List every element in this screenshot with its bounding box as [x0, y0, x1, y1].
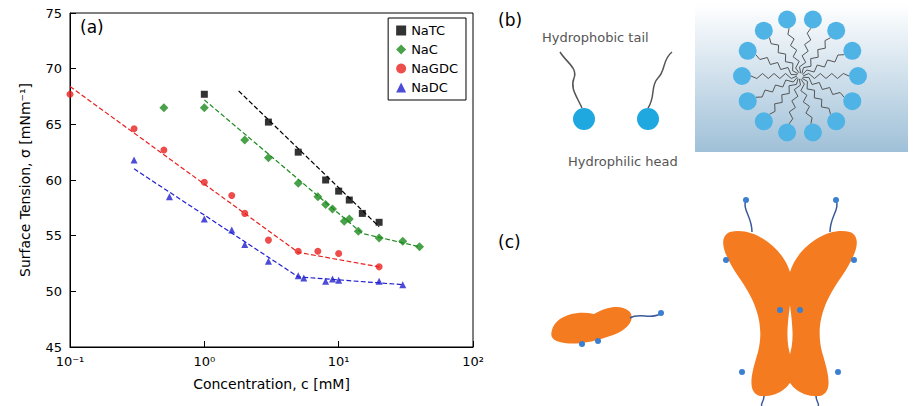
svg-text:NaGDC: NaGDC — [411, 61, 458, 76]
svg-text:Hydrophobic tail: Hydrophobic tail — [542, 30, 649, 45]
svg-text:10¹: 10¹ — [328, 354, 350, 369]
svg-text:10²: 10² — [462, 354, 484, 369]
svg-text:55: 55 — [45, 228, 62, 243]
svg-text:NaC: NaC — [411, 42, 438, 57]
svg-text:10⁻¹: 10⁻¹ — [56, 354, 85, 369]
svg-text:65: 65 — [45, 117, 62, 132]
svg-text:10⁰: 10⁰ — [193, 354, 215, 369]
svg-text:45: 45 — [45, 340, 62, 355]
svg-text:60: 60 — [45, 173, 62, 188]
svg-text:50: 50 — [45, 284, 62, 299]
svg-text:NaDC: NaDC — [411, 80, 448, 95]
svg-text:Surface Tension, σ [mNm⁻¹]: Surface Tension, σ [mNm⁻¹] — [17, 83, 33, 277]
svg-text:75: 75 — [45, 6, 62, 21]
svg-text:(c): (c) — [498, 232, 521, 252]
svg-text:70: 70 — [45, 61, 62, 76]
svg-text:Hydrophilic head: Hydrophilic head — [568, 154, 678, 169]
svg-text:NaTC: NaTC — [411, 23, 445, 38]
svg-text:(b): (b) — [498, 10, 522, 30]
svg-text:(a): (a) — [80, 17, 104, 37]
svg-text:Concentration, c [mM]: Concentration, c [mM] — [193, 376, 350, 392]
